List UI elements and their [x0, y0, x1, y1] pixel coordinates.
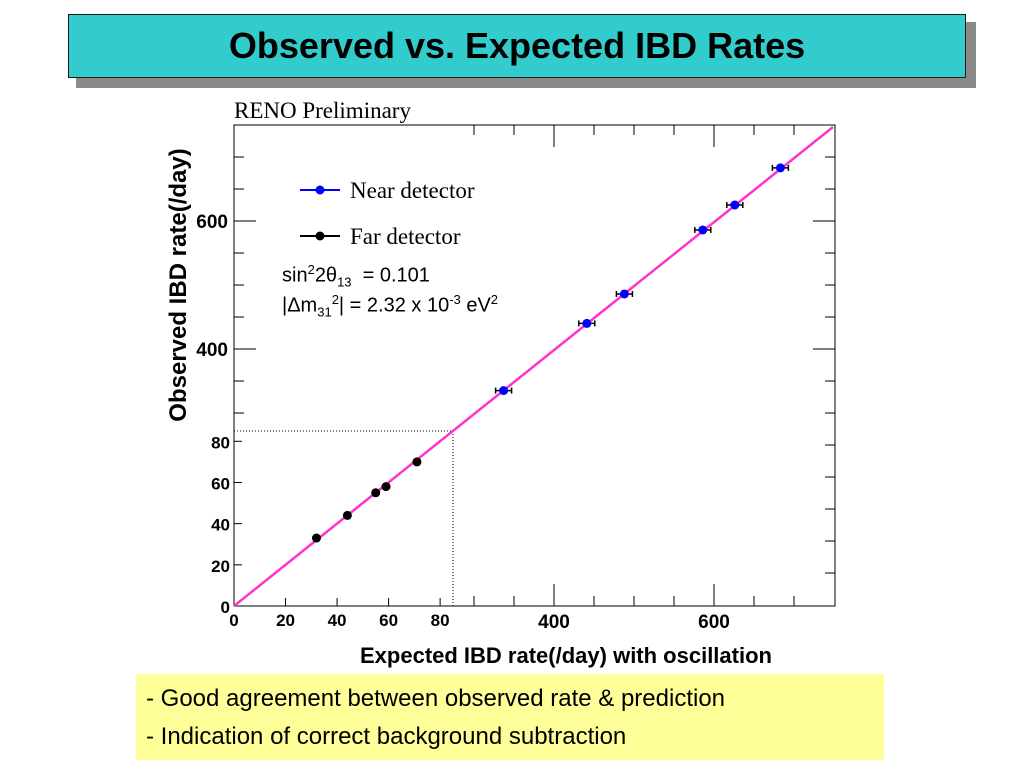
- plot-frame: [233, 124, 836, 607]
- inset-x-tick-label: 20: [276, 611, 295, 630]
- near-detector-point: [619, 289, 629, 299]
- ann-sin-exp: 2: [307, 262, 315, 277]
- far-detector-point: [371, 488, 381, 498]
- ann-theta-value: = 0.101: [351, 264, 430, 287]
- note-2: - Indication of correct background subtr…: [146, 723, 627, 750]
- far-detector-point: [342, 510, 352, 520]
- ann-dm-pow: -3: [449, 292, 461, 307]
- near-detector-point: [775, 163, 785, 173]
- legend-near-label: Near detector: [350, 178, 475, 203]
- inset-y-tick-label: 20: [211, 557, 230, 576]
- ann-dm-unit: eV: [460, 294, 491, 317]
- inset-x-tick-label: 60: [379, 611, 398, 630]
- ann-dm-value: | = 2.32 x 10: [338, 294, 450, 317]
- y-tick-label: 400: [196, 340, 228, 361]
- preliminary-label: RENO Preliminary: [234, 98, 411, 123]
- x-tick-label: 400: [538, 612, 570, 633]
- legend-near-marker: [315, 185, 325, 195]
- inset-y-tick-label: 60: [211, 474, 230, 493]
- ann-dm-unit-exp: 2: [490, 292, 499, 307]
- far-detector-point: [412, 457, 422, 467]
- y-tick-label: 600: [196, 212, 228, 233]
- far-detector-point: [381, 482, 391, 492]
- ann-dm-sub: 31: [317, 304, 332, 320]
- inset-y-tick-label: 80: [211, 433, 230, 452]
- far-detector-point: [311, 533, 321, 543]
- near-detector-point: [582, 318, 592, 328]
- near-detector-point: [499, 386, 509, 396]
- legend-far-marker: [315, 231, 325, 241]
- y-axis-title: Observed IBD rate(/day): [165, 148, 192, 421]
- ann-sin: sin: [282, 264, 308, 287]
- inset-x-tick-label: 0: [229, 611, 238, 630]
- note-1: - Good agreement between observed rate &…: [146, 685, 726, 712]
- x-axis-title: Expected IBD rate(/day) with oscillation: [360, 643, 772, 668]
- fit-line: [233, 126, 834, 607]
- near-detector-point: [698, 225, 708, 235]
- inset-y-tick-label: 0: [221, 598, 230, 617]
- x-tick-label: 600: [698, 612, 730, 633]
- ann-theta: 2θ: [314, 264, 338, 287]
- dm31-annotation: |Δm312| = 2.32 x 10-3 eV2: [282, 292, 498, 320]
- ann-dm-exp: 2: [331, 292, 339, 307]
- page-title: Observed vs. Expected IBD Rates: [228, 25, 806, 66]
- notes-box: - Good agreement between observed rate &…: [136, 674, 884, 760]
- inset-x-tick-label: 40: [328, 611, 347, 630]
- near-detector-point: [730, 200, 740, 210]
- inset-y-tick-label: 40: [211, 516, 230, 535]
- ann-dm: |Δm: [282, 294, 318, 317]
- inset-x-tick-label: 80: [431, 611, 450, 630]
- title-banner: Observed vs. Expected IBD Rates: [68, 14, 966, 78]
- theta13-annotation: sin22θ13 = 0.101: [282, 262, 430, 290]
- ann-theta-sub: 13: [337, 274, 352, 290]
- legend-far-label: Far detector: [350, 224, 461, 249]
